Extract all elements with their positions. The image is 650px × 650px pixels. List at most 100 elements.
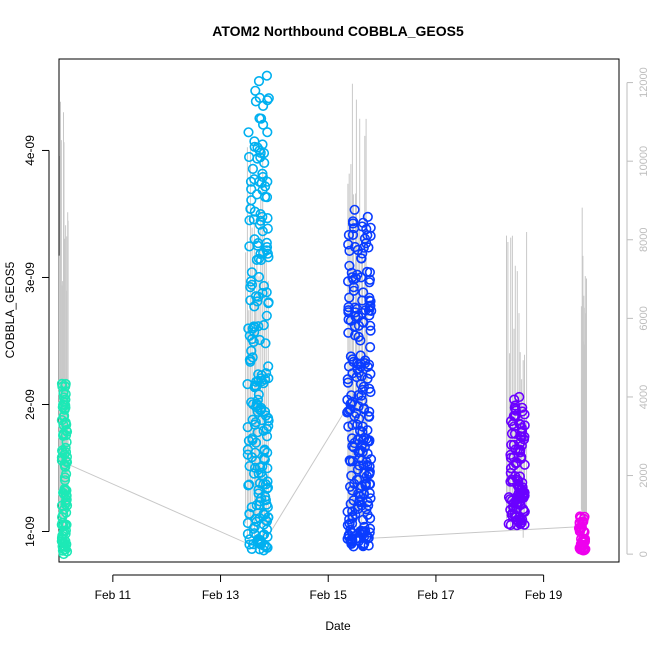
flight-3-point-127 — [363, 411, 374, 422]
flight-2-point-209 — [252, 296, 263, 307]
flight-2-point-206 — [244, 539, 255, 550]
flight-2-point-82 — [261, 70, 273, 81]
flight-3-point-212 — [358, 460, 369, 471]
flight-2-point-133 — [260, 514, 272, 526]
flight-2-point-130 — [259, 444, 270, 455]
flight-3-point-213 — [343, 229, 355, 241]
flight-3-point-179 — [361, 471, 373, 482]
y-tick-label-2: 3e-09 — [23, 262, 37, 293]
flight-2-point-58 — [250, 85, 261, 96]
flight-3-point-171 — [355, 379, 367, 390]
flight-2-point-168 — [255, 373, 267, 384]
flight-2-point-201 — [257, 471, 268, 482]
flight-3-point-225 — [358, 514, 369, 525]
flight-2-point-94 — [257, 185, 268, 196]
flight-3-point-173 — [347, 485, 358, 496]
flight-2-point-170 — [249, 321, 260, 333]
flight-2-point-64 — [262, 447, 273, 458]
flight-4-point-56 — [509, 428, 521, 439]
flight-2-point-169 — [250, 462, 261, 473]
flight-3-point-83 — [347, 229, 359, 240]
flight-2-point-218 — [249, 234, 260, 245]
flight-4-point-72 — [513, 476, 524, 487]
flight-2-point-176 — [244, 461, 255, 472]
flight-2-point-136 — [254, 219, 265, 230]
flight-2-point-126 — [262, 531, 273, 542]
flight-2-point-180 — [255, 215, 266, 226]
flight-2-point-100 — [253, 375, 264, 387]
flight-4-point-70 — [515, 437, 526, 448]
flight-3-point-97 — [358, 287, 369, 298]
flight-2-point-44 — [263, 361, 274, 372]
scatter-series — [56, 70, 591, 560]
flight-2-point-200 — [261, 368, 272, 379]
flight-3-point-201 — [361, 504, 372, 515]
flight-2-point-171 — [261, 499, 272, 510]
y2-tick-label-6: 12000 — [638, 67, 650, 98]
flight-2-point-73 — [246, 195, 257, 206]
flight-3-point-88 — [362, 373, 373, 384]
flight-3-point-222 — [345, 498, 356, 510]
flight-3-point-165 — [364, 295, 375, 306]
flight-2-point-137 — [254, 92, 265, 103]
flight-4-point-109 — [509, 421, 520, 432]
flight-2-point-163 — [243, 480, 254, 491]
flight-2-point-208 — [253, 488, 264, 499]
x-tick-label-4: Feb 19 — [525, 588, 563, 602]
x-tick-label-2: Feb 15 — [310, 588, 348, 602]
x-tick-label-0: Feb 11 — [95, 588, 132, 602]
flight-3-point-236 — [360, 525, 371, 537]
flight-1-point-52 — [58, 548, 69, 560]
flight-3-point-187 — [360, 358, 371, 369]
flight-3-point-29 — [344, 260, 355, 271]
flight-2-point-78 — [247, 163, 258, 174]
flight-4-point-102 — [506, 509, 517, 521]
flight-2-point-216 — [248, 336, 259, 348]
flight-2-point-128 — [245, 295, 256, 306]
flight-2-point-77 — [261, 310, 272, 321]
flight-4-point-78 — [516, 422, 527, 434]
flight-2-point-215 — [257, 139, 268, 150]
flight-2-point-139 — [248, 523, 259, 534]
flight-2-point-23 — [260, 338, 271, 349]
flight-1-point-36 — [60, 461, 71, 473]
flight-3-point-106 — [348, 282, 359, 293]
flight-3-point-191 — [350, 311, 361, 322]
flight-2-point-172 — [256, 113, 267, 124]
flight-3-point-186 — [364, 488, 375, 499]
y2-tick-label-1: 2000 — [638, 463, 650, 487]
flight-4-point-13 — [514, 391, 525, 403]
y2-tick-label-2: 4000 — [638, 385, 650, 409]
flight-2-point-93 — [250, 513, 261, 525]
flight-3-point-199 — [364, 310, 375, 321]
y2-axis: 0 2000 4000 6000 8000 10000 12000 — [626, 67, 650, 557]
flight-2-point-202 — [244, 241, 255, 252]
flight-1-point-67 — [60, 381, 71, 392]
flight-1-point-75 — [59, 472, 71, 483]
altitude-connector — [66, 403, 582, 543]
flight-3-point-189 — [347, 441, 358, 452]
flight-4-point-77 — [510, 404, 521, 415]
flight-2-point-129 — [262, 223, 273, 234]
flight-1-point-60 — [60, 485, 71, 496]
flight-2-point-74 — [245, 282, 256, 293]
flight-3-point-233 — [362, 436, 373, 447]
flight-3-point-227 — [362, 211, 373, 222]
flight-2-point-97 — [253, 75, 265, 87]
flight-3-point-231 — [361, 238, 372, 249]
flight-4-point-101 — [511, 511, 522, 522]
y2-tick-label-5: 10000 — [638, 146, 650, 177]
flight-3-point-65 — [343, 361, 355, 372]
flight-4-point-108 — [519, 409, 530, 420]
y-tick-label-0: 1e-09 — [23, 516, 37, 547]
flight-2-point-190 — [257, 287, 268, 299]
flight-1-point-85 — [57, 447, 69, 458]
flight-1-point-81 — [59, 397, 70, 408]
flight-3-point-209 — [343, 302, 354, 313]
flight-1-point-64 — [61, 500, 73, 511]
flight-2-point-49 — [242, 422, 253, 433]
flight-2-point-203 — [246, 452, 257, 463]
y2-tick-label-4: 8000 — [638, 228, 650, 252]
flight-2-point-195 — [253, 484, 264, 496]
flight-4-point-69 — [519, 420, 530, 431]
